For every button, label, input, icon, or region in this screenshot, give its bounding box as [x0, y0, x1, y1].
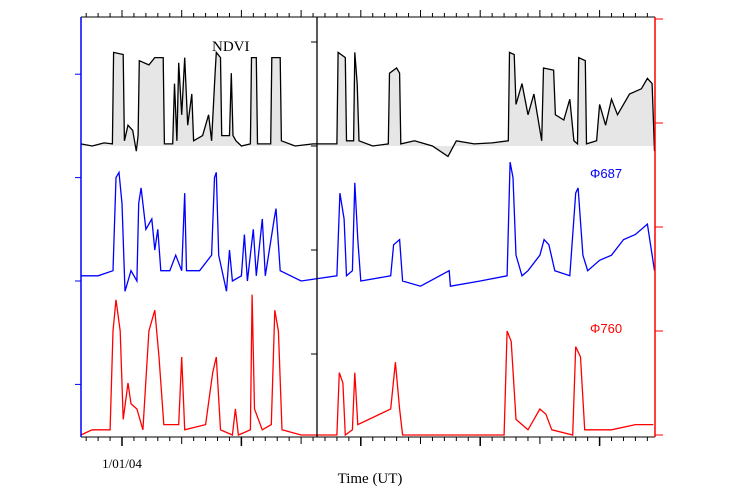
series-line-ndvi: [80, 50, 656, 158]
ndvi-label: NDVI: [212, 39, 250, 55]
ndvi-fill-layer: [80, 52, 655, 157]
phi687-label: Φ687: [590, 166, 622, 181]
ndvi-fill-area: [80, 52, 655, 157]
x-axis-title: Time (UT): [338, 471, 403, 487]
axes-layer: [75, 10, 663, 446]
series-line-phi760: [80, 294, 654, 437]
phi760-label: Φ760: [590, 321, 622, 336]
series-line-phi687: [80, 161, 656, 292]
series-layer: [80, 50, 656, 437]
date-label: 1/01/04: [102, 456, 142, 471]
